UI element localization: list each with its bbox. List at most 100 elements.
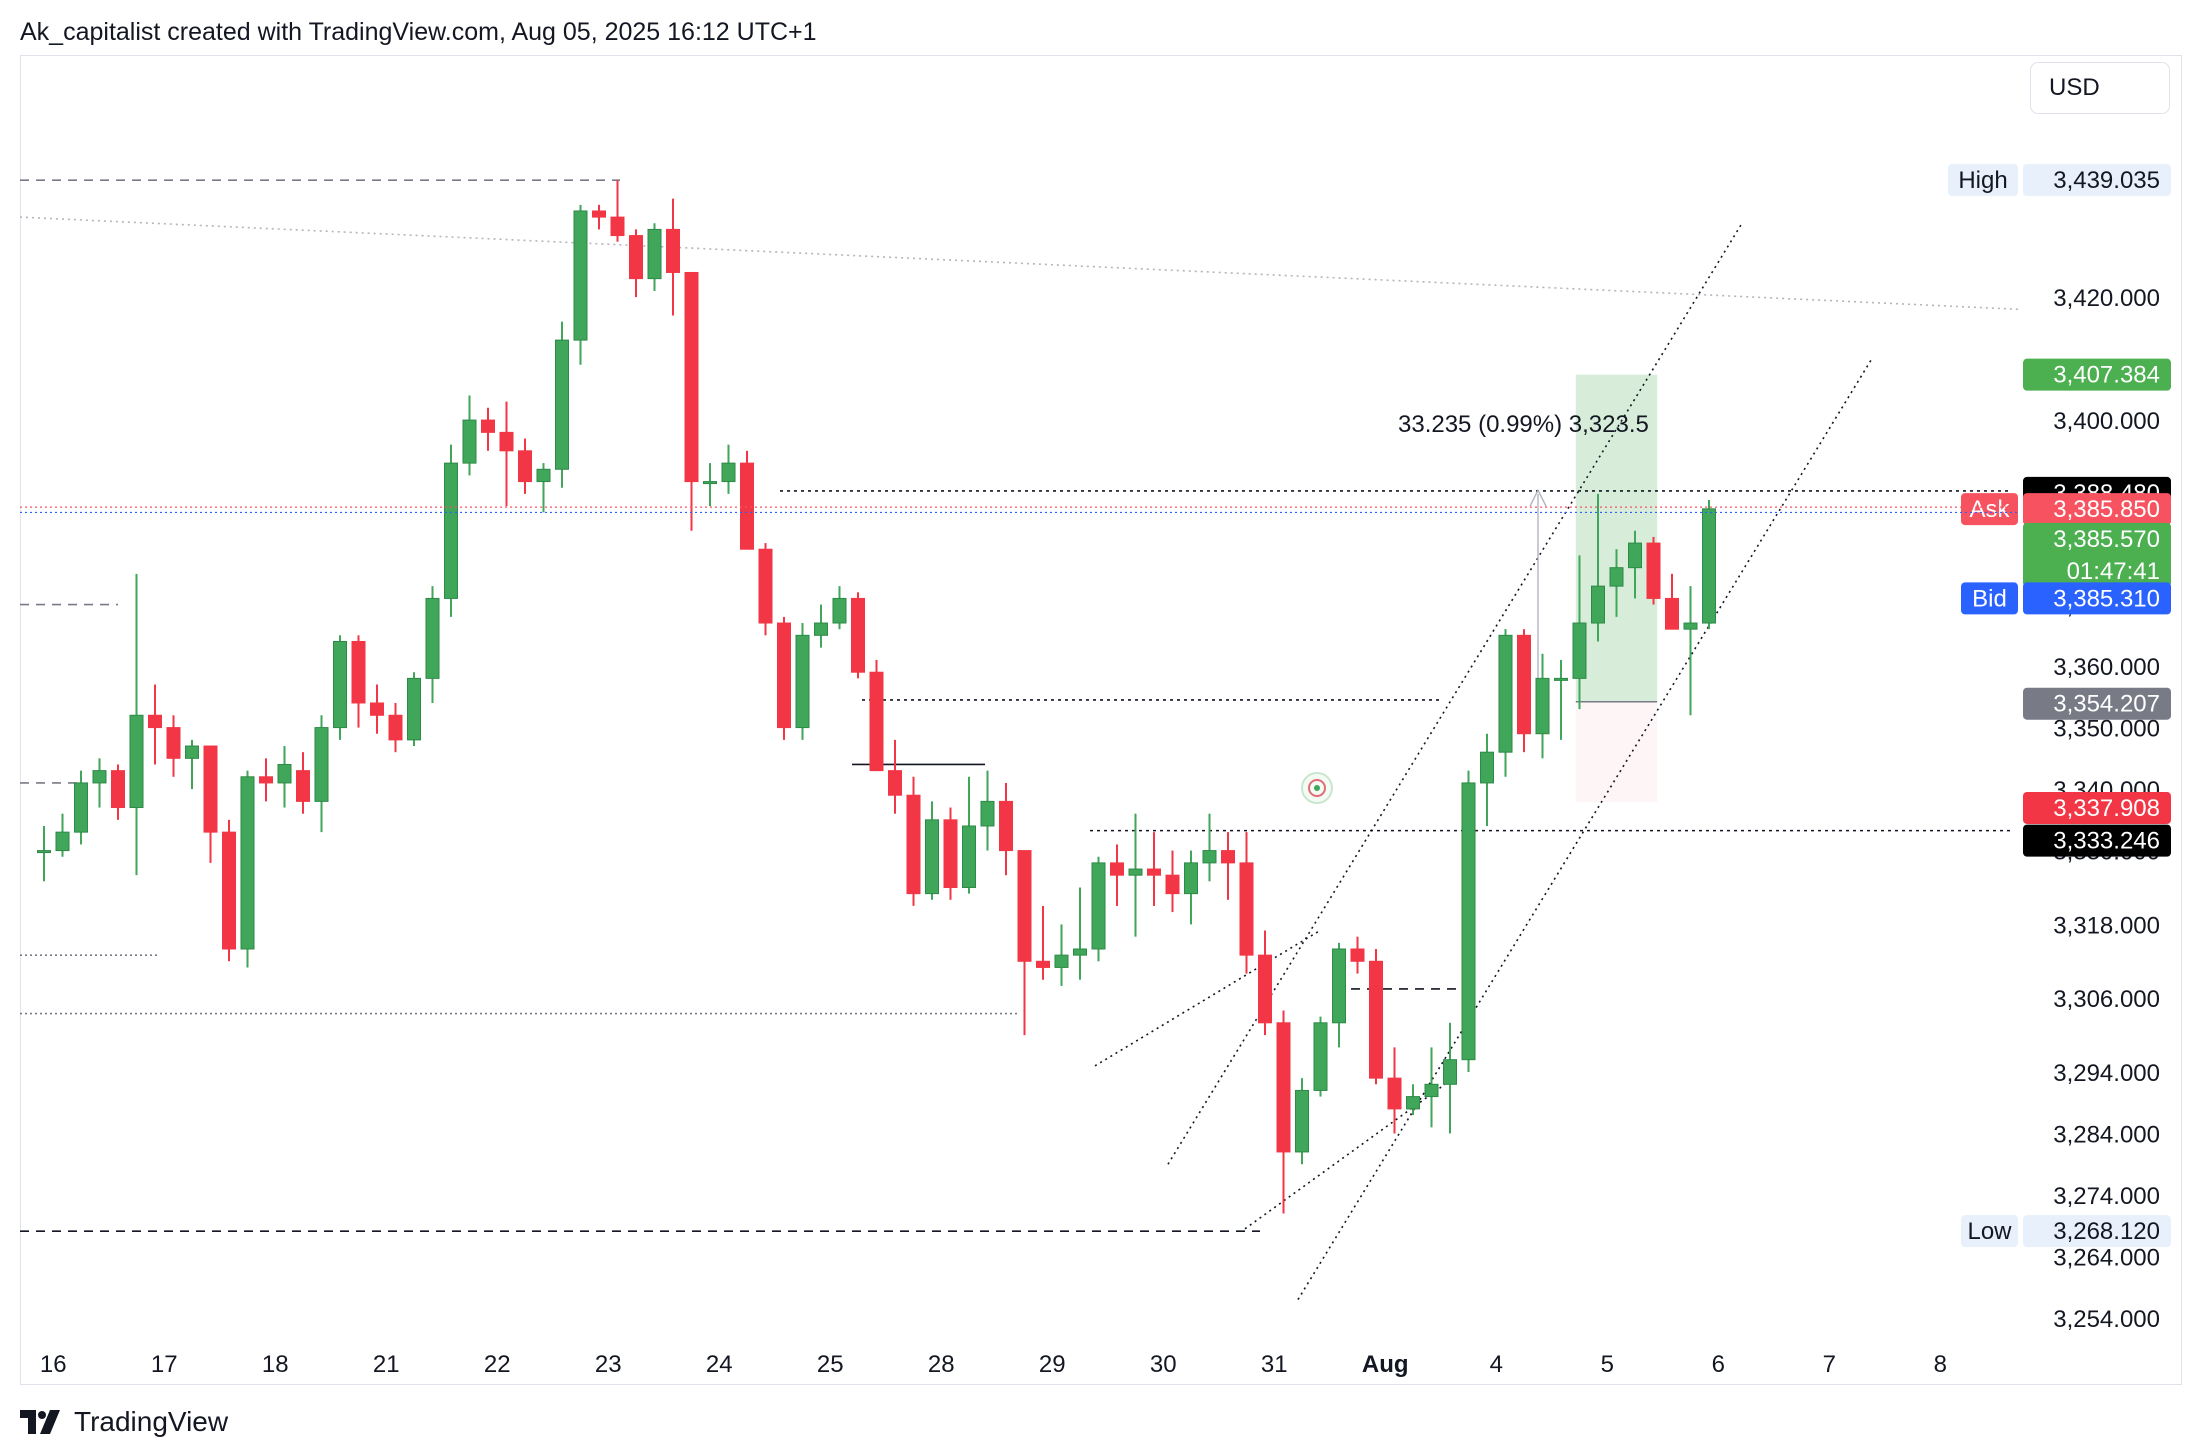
candle [1646,536,1661,605]
candle-body [444,462,458,599]
high-tag: 3,439.035 High [1948,164,2171,196]
candle [203,745,218,863]
candle [555,321,569,488]
news-icon[interactable] [1301,772,1333,804]
y-tick-label: 3,318.000 [2053,912,2160,939]
candle [111,764,125,820]
price-tag-box [2023,493,2171,526]
candle [166,715,181,777]
tradingview-logo[interactable]: TradingView [20,1402,228,1442]
candle [1609,549,1624,617]
x-tick-label: 29 [1039,1351,1066,1378]
x-tick-label: 25 [817,1351,844,1378]
price-tag-box [2023,791,2171,824]
candle [980,770,995,851]
currency-selector[interactable]: USD [2030,62,2170,114]
candle-body [684,271,699,483]
candle-body [592,210,606,218]
candle-body [222,831,236,950]
candle-body [740,462,754,550]
candle-body [1702,508,1716,624]
candle [1313,1016,1328,1097]
candle [1147,832,1161,906]
candles [37,180,1716,1214]
measure-label: 33.235 (0.99%) 3,323.5 [1398,411,1649,438]
candle [37,825,51,882]
candle-body [1683,622,1698,630]
candle [1387,1047,1402,1134]
last-price-tag: 3,385.570 01:47:41 [2023,522,2171,587]
x-axis: 16 17 18 21 22 23 24 25 28 29 30 31 Aug 4 5 6 7 8 [40,1351,1947,1378]
x-tick-label: 7 [1823,1351,1836,1378]
candle [1591,493,1605,642]
candle-body [1387,1077,1402,1110]
x-tick-label: 30 [1150,1351,1177,1378]
candle-body [536,468,551,483]
price-tag-caption-box [1961,582,2018,615]
candle-body [906,794,921,895]
price-tag-box [2023,824,2171,857]
candle-body [647,228,662,280]
chart-frame[interactable] [20,55,2182,1385]
price-tag-value: 3,385.850 [2053,496,2160,523]
candle [185,739,199,790]
target-tag: 3,407.384 [2023,358,2171,391]
candle [259,758,273,802]
candle [1369,948,1383,1085]
candle-body [185,745,199,759]
drawing-lines [19,179,2021,1300]
candle-body [296,770,310,802]
x-tick-label: 24 [706,1351,733,1378]
price-tag-caption: Low [1967,1218,2012,1245]
y-tick-label: 3,294.000 [2053,1060,2160,1087]
candle [943,807,958,900]
candle-body [1313,1022,1328,1091]
candle [629,229,643,298]
y-axis: 3,420.0003,400.0003,370.0003,360.0003,35… [2053,285,2160,1333]
price-tag-countdown: 01:47:41 [2067,558,2160,585]
candle-body [1665,597,1679,630]
candle [851,592,865,679]
candle-body [1147,868,1161,876]
x-tick-label: 17 [151,1351,178,1378]
candle [1554,659,1568,740]
candle [1443,1022,1457,1134]
candle-body [1091,862,1106,950]
level-tag: 3,333.246 [2023,824,2171,857]
candle [999,782,1013,876]
candle [277,746,292,808]
candle-body [814,622,828,636]
candle-body [1276,1022,1291,1153]
candle [240,770,255,968]
candle [647,223,662,291]
candle [481,407,495,451]
long-position-tool[interactable] [1575,374,1658,802]
price-tag-box [2023,522,2171,587]
candle-body [1110,862,1124,876]
candle [573,204,588,365]
candle-body [1517,634,1531,735]
candle [92,758,107,808]
candle [740,450,754,550]
y-tick-label: 3,264.000 [2053,1244,2160,1271]
price-tag-caption: Ask [1969,496,2010,523]
candle-body [1461,782,1476,1061]
candle-body [1480,751,1494,784]
y-tick-label: 3,306.000 [2053,986,2160,1013]
wedge-upper-line [1094,929,1321,1067]
candle [758,543,773,636]
candle [1036,905,1050,980]
candle [906,776,921,906]
candle-body [629,235,643,280]
candle-body [1332,948,1346,1024]
x-tick-label: 31 [1261,1351,1288,1378]
candle-body [1073,948,1087,956]
candle-body [203,745,218,833]
price-tag-box [2023,164,2171,196]
y-tick-label: 3,400.000 [2053,408,2160,435]
candle [314,715,329,833]
candle-body [888,770,902,796]
channel-lower-line [1297,358,1873,1300]
position-loss-zone [1575,701,1658,802]
